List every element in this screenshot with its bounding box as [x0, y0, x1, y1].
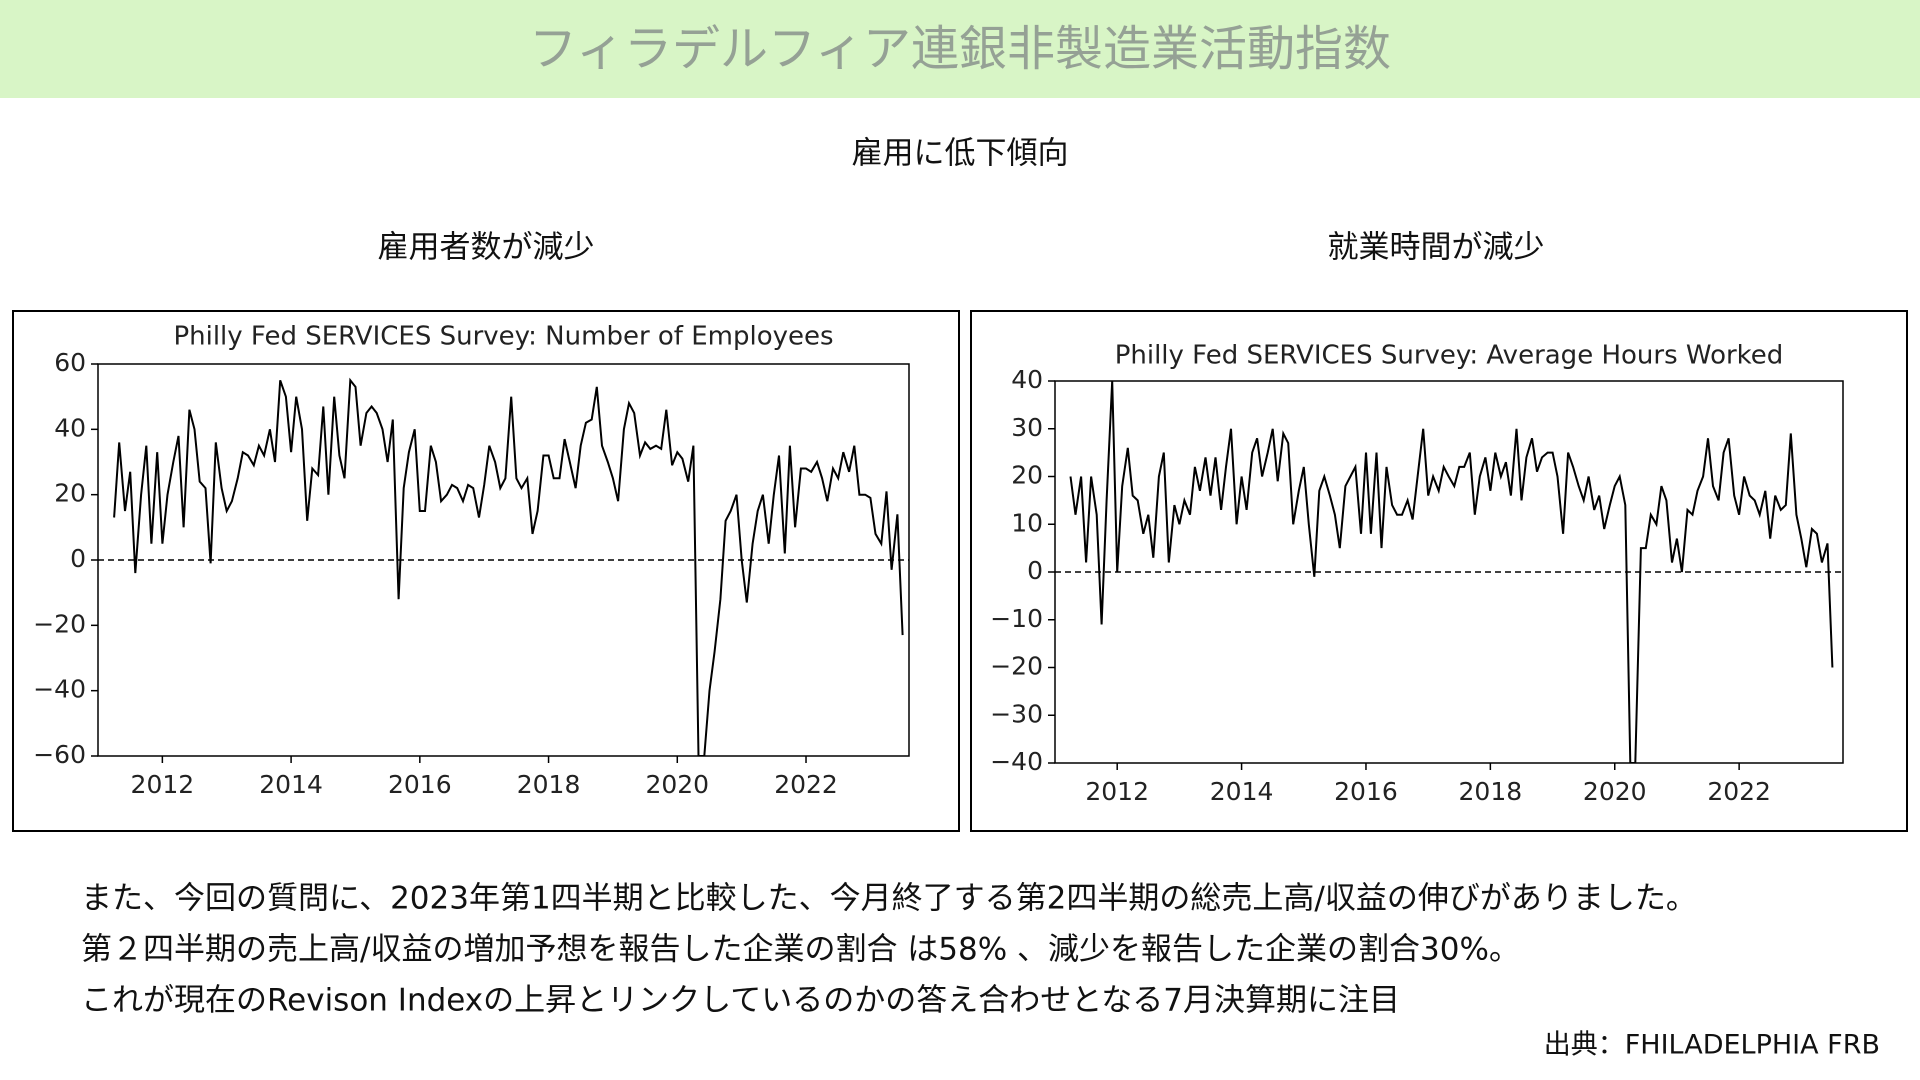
plot-frame [97, 363, 910, 757]
data-line [1069, 381, 1834, 763]
y-tick-label: 40 [54, 413, 86, 442]
header-band [0, 0, 1920, 98]
y-tick-label: −40 [33, 675, 86, 704]
y-tick-label: −40 [990, 747, 1043, 776]
chart-title: Philly Fed SERVICES Survey: Number of Em… [173, 322, 833, 352]
y-tick-label: 40 [1011, 365, 1043, 394]
y-tick-label: 60 [54, 348, 86, 377]
chart-box [12, 310, 960, 832]
x-tick-label: 2012 [131, 770, 195, 799]
chart-title: Philly Fed SERVICES Survey: Average Hour… [1115, 341, 1784, 371]
x-tick-label: 2014 [1210, 777, 1274, 806]
subtitle: 雇用者数が減少 [378, 230, 595, 266]
y-tick-label: 30 [1011, 413, 1043, 442]
plot-frame [1054, 380, 1844, 764]
y-tick-label: −20 [33, 609, 86, 638]
source: 出典：FHILADELPHIA FRB [1544, 1030, 1880, 1061]
headline: 雇用に低下傾向 [852, 136, 1069, 172]
y-tick-label: −60 [33, 740, 86, 769]
y-tick-label: 0 [70, 544, 86, 573]
y-tick-label: 20 [54, 479, 86, 508]
x-tick-label: 2022 [774, 770, 838, 799]
y-tick-label: −10 [990, 604, 1043, 633]
data-line [113, 377, 904, 756]
y-tick-label: 0 [1027, 556, 1043, 585]
x-tick-label: 2014 [259, 770, 323, 799]
y-tick-label: −30 [990, 699, 1043, 728]
x-tick-label: 2012 [1085, 777, 1149, 806]
y-tick-label: −20 [990, 652, 1043, 681]
x-tick-label: 2018 [517, 770, 581, 799]
x-tick-label: 2016 [1334, 777, 1398, 806]
body-text: また、今回の質問に、2023年第1四半期と比較した、今月終了する第2四半期の総売… [81, 881, 1697, 917]
x-tick-label: 2018 [1459, 777, 1523, 806]
subtitle: 就業時間が減少 [1328, 230, 1545, 266]
x-tick-label: 2022 [1707, 777, 1771, 806]
x-tick-label: 2020 [645, 770, 709, 799]
chart-box [970, 310, 1908, 832]
body-text: これが現在のRevison Indexの上昇とリンクしているのかの答え合わせとな… [81, 983, 1400, 1019]
y-tick-label: 10 [1011, 508, 1043, 537]
x-tick-label: 2020 [1583, 777, 1647, 806]
header-title: フィラデルフィア連銀非製造業活動指数 [529, 21, 1391, 77]
body-text: 第２四半期の売上高/収益の増加予想を報告した企業の割合 は58% 、減少を報告し… [81, 932, 1520, 968]
y-tick-label: 20 [1011, 461, 1043, 490]
x-tick-label: 2016 [388, 770, 452, 799]
